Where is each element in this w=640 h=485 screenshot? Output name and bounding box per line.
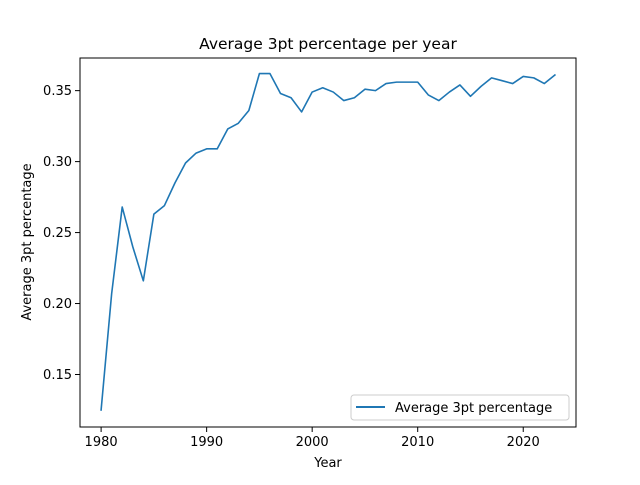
x-tick-label: 2020 (507, 435, 540, 450)
y-axis: 0.15 0.20 0.25 0.30 0.35 (43, 84, 80, 383)
x-axis-label: Year (313, 456, 342, 471)
y-axis-label: Average 3pt percentage (20, 163, 35, 320)
y-tick-label: 0.25 (43, 226, 72, 241)
x-tick-label: 2000 (296, 435, 329, 450)
x-tick-label: 1980 (85, 435, 118, 450)
chart-title: Average 3pt percentage per year (199, 35, 457, 53)
legend-label: Average 3pt percentage (395, 401, 552, 416)
y-tick-label: 0.15 (43, 368, 72, 383)
x-axis: 1980 1990 2000 2010 2020 (85, 427, 540, 450)
legend-box (350, 394, 570, 421)
series-line (100, 72, 557, 411)
x-tick-label: 2010 (401, 435, 434, 450)
legend: Average 3pt percentage (350, 394, 570, 421)
y-tick-label: 0.35 (43, 84, 72, 99)
x-tick-label: 1990 (190, 435, 223, 450)
y-tick-label: 0.20 (43, 297, 72, 312)
plot-series (100, 72, 557, 411)
y-tick-label: 0.30 (43, 155, 72, 170)
plot-frame (79, 57, 577, 428)
